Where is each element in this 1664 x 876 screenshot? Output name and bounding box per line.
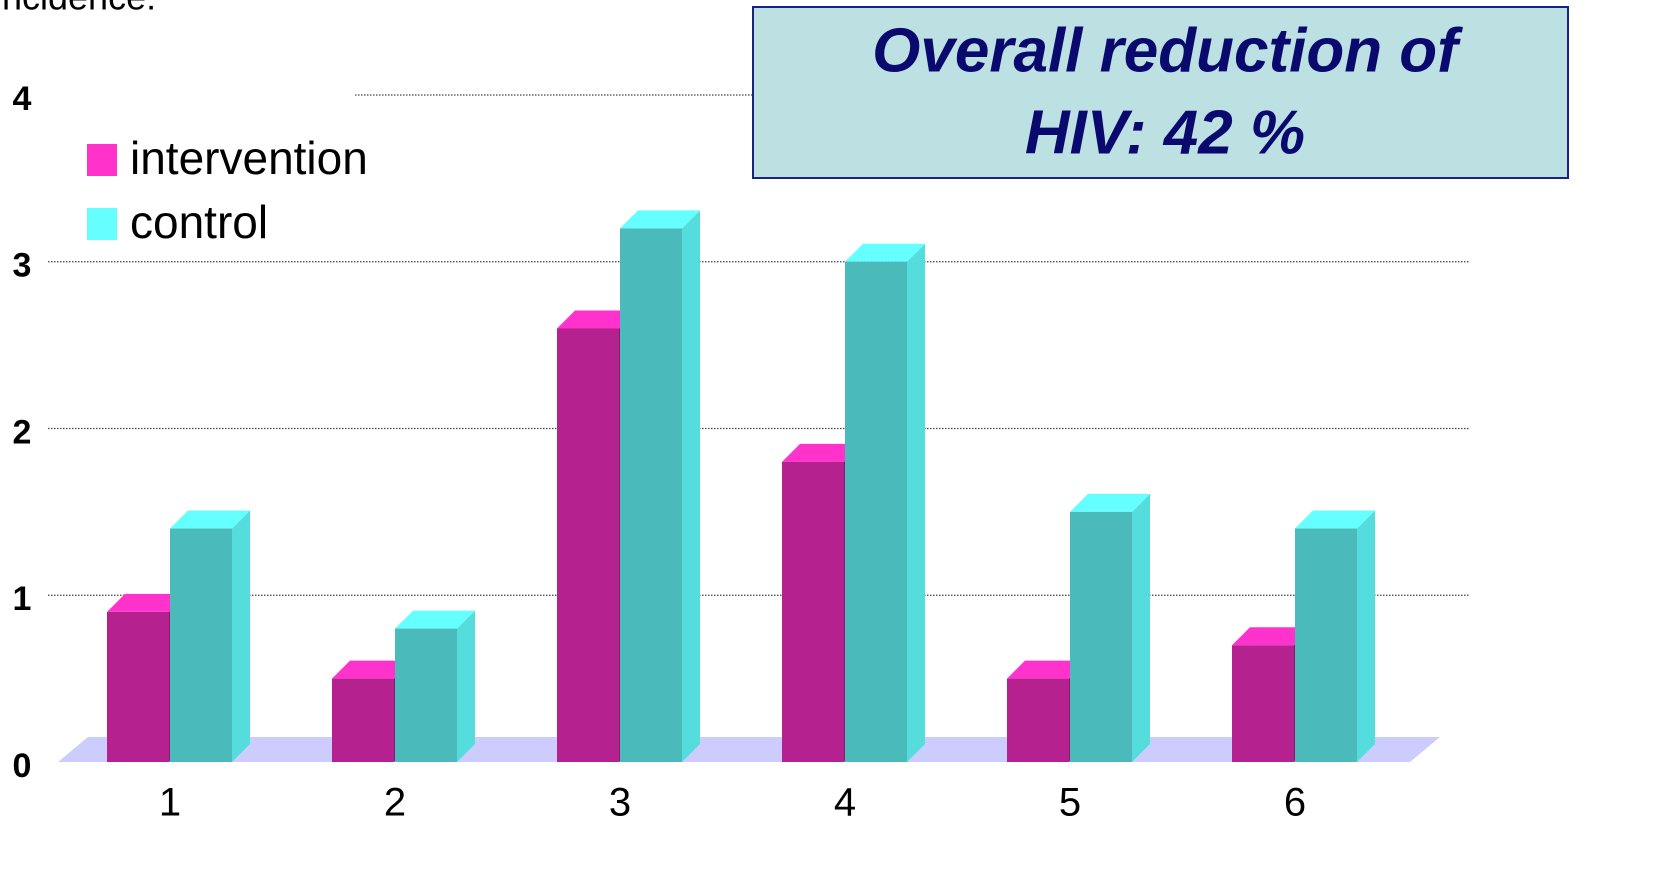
y-tick-label: 2 <box>13 413 32 451</box>
bar-front <box>1007 678 1069 762</box>
bar-front <box>107 611 169 762</box>
bar-side <box>1132 493 1150 762</box>
bar-front <box>620 228 682 762</box>
bar-top <box>782 443 862 462</box>
x-tick-label: 1 <box>159 781 181 825</box>
bar <box>1295 510 1375 762</box>
bar-side <box>232 510 250 762</box>
y-tick-label: 4 <box>13 80 32 118</box>
bar-top <box>1007 660 1087 679</box>
bar-top <box>395 610 475 629</box>
bar-side <box>907 243 925 762</box>
bar <box>395 610 475 762</box>
bar-front <box>1295 528 1357 762</box>
bar-side <box>457 610 475 762</box>
x-tick-label: 4 <box>834 781 856 825</box>
annotation-text: Overall reduction of <box>872 16 1463 85</box>
y-tick-label: 1 <box>13 580 32 618</box>
bar-top <box>332 660 412 679</box>
bar-front <box>845 261 907 762</box>
bar-top <box>845 243 925 262</box>
legend-label: intervention <box>130 132 368 184</box>
annotation-box <box>752 6 1569 179</box>
x-tick-label: 6 <box>1284 781 1306 825</box>
bar-front <box>1070 511 1132 762</box>
bar-front <box>782 461 844 762</box>
bar-top <box>107 593 187 612</box>
bar <box>845 243 925 762</box>
bar-front <box>332 678 394 762</box>
bar-front <box>1232 645 1294 762</box>
y-tick-label: 0 <box>13 747 32 785</box>
annotation-text: HIV: 42 % <box>1025 98 1305 167</box>
y-axis-label: incidence: <box>0 0 156 18</box>
bar-top <box>1070 493 1150 512</box>
bar-front <box>395 628 457 762</box>
bar-top <box>620 210 700 229</box>
bar <box>170 510 250 762</box>
x-tick-label: 5 <box>1059 781 1081 825</box>
legend-label: control <box>130 196 268 248</box>
legend-swatch <box>87 144 117 176</box>
legend-swatch <box>87 208 117 240</box>
bar <box>1070 493 1150 762</box>
bar-top <box>1232 627 1312 646</box>
y-tick-label: 3 <box>13 247 32 285</box>
bar-side <box>682 210 700 762</box>
bar-front <box>170 528 232 762</box>
bar-top <box>1295 510 1375 529</box>
bar-top <box>170 510 250 529</box>
x-tick-label: 2 <box>384 781 406 825</box>
bar-top <box>557 310 637 329</box>
x-tick-label: 3 <box>609 781 631 825</box>
bar-side <box>1357 510 1375 762</box>
bar-front <box>557 328 619 762</box>
bar <box>620 210 700 762</box>
